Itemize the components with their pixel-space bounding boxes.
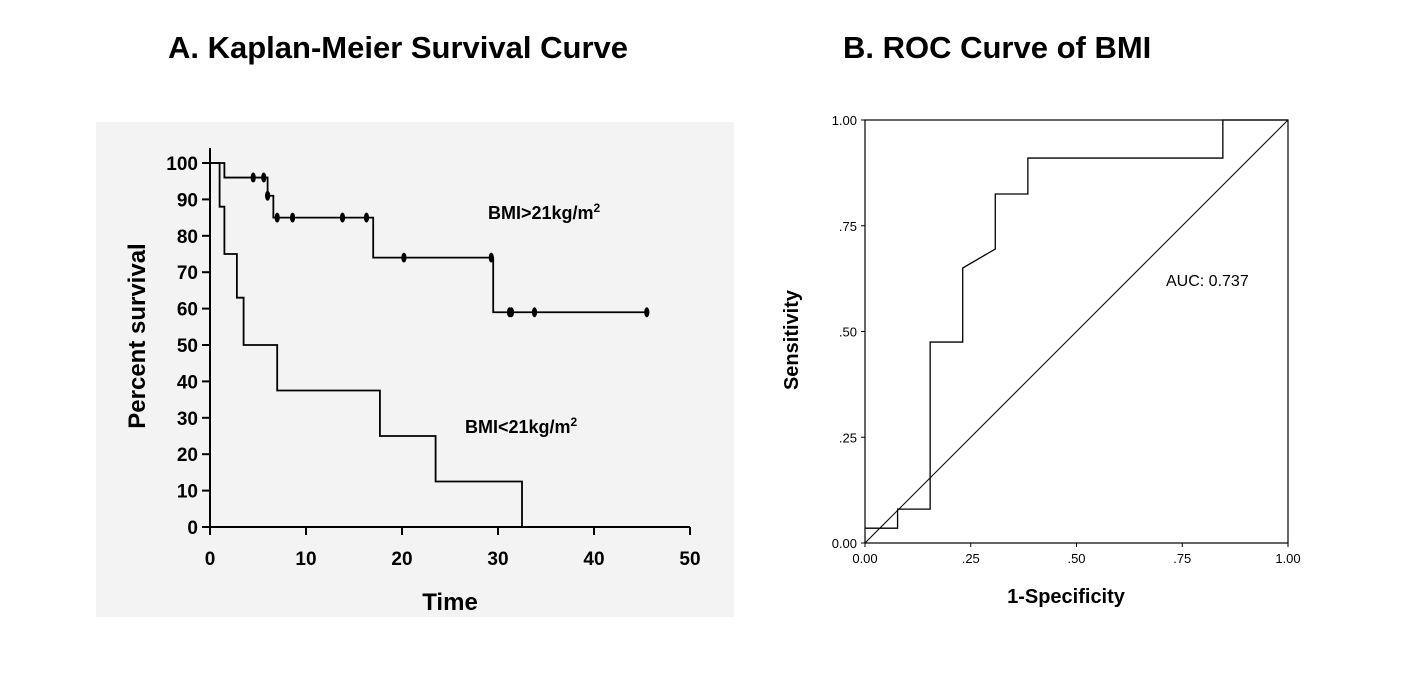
km-y-tick-label: 60 (177, 300, 198, 321)
roc-x-tick-label: .25 (962, 551, 980, 566)
km-y-tick-label: 80 (177, 227, 198, 248)
km-series-label-bmi-low: BMI<21kg/m2 (465, 415, 578, 437)
roc-x-tick-label: 1.00 (1275, 551, 1300, 566)
roc-y-tick-label: 0.00 (832, 536, 857, 551)
km-y-tick-label: 100 (166, 154, 198, 175)
km-censor-mark (401, 252, 407, 263)
roc-y-axis-title: Sensitivity (781, 289, 803, 390)
roc-chart: 0.00 .25 .50 .75 1.00 0.00 .25 .50 .75 1.00 1-Spec… (781, 113, 1301, 608)
km-censor-mark (339, 212, 346, 223)
km-y-tick-label: 90 (177, 190, 198, 211)
km-series-label-superscript: 2 (594, 201, 601, 215)
km-series-label-superscript: 2 (571, 415, 578, 429)
km-x-tick-label: 0 (205, 549, 216, 570)
km-x-tick-label: 20 (391, 549, 412, 570)
km-chart-title: A. Kaplan-Meier Survival Curve (168, 30, 628, 65)
roc-y-tick-label: 1.00 (832, 113, 857, 128)
roc-x-tick-label: 0.00 (852, 551, 877, 566)
km-chart: 0 10 20 30 40 50 60 70 80 90 100 0 10 20 30 40 50 Time Per… (124, 148, 701, 616)
km-x-tick-label: 30 (487, 549, 508, 570)
km-censor-mark (250, 172, 256, 183)
km-y-tick-label: 40 (177, 372, 198, 393)
km-series-bmi-high-line (210, 162, 647, 314)
km-y-tick-label: 10 (177, 482, 198, 503)
km-censor-mark (508, 307, 515, 318)
roc-auc-annotation: AUC: 0.737 (1166, 273, 1249, 290)
km-censor-mark (531, 307, 538, 318)
roc-x-tick-label: .50 (1067, 551, 1085, 566)
km-censor-mark (274, 212, 280, 223)
roc-chart-title: B. ROC Curve of BMI (843, 30, 1152, 65)
km-censor-mark (644, 307, 650, 318)
km-censor-mark (289, 212, 296, 223)
roc-y-tick-label: .50 (839, 325, 857, 340)
km-y-axis-title: Percent survival (124, 243, 151, 428)
km-y-tick-label: 20 (177, 445, 198, 466)
km-y-tick-label: 70 (177, 263, 198, 284)
km-y-tick-label: 30 (177, 409, 198, 430)
km-x-tick-label: 10 (295, 549, 316, 570)
roc-x-tick-label: .75 (1173, 551, 1191, 566)
km-series-label-bmi-high: BMI>21kg/m2 (488, 201, 601, 223)
roc-y-tick-label: .25 (839, 430, 857, 445)
km-censor-mark (261, 172, 267, 183)
km-x-axis-title: Time (422, 589, 478, 616)
km-series-bmi-low-line (210, 162, 523, 527)
roc-reference-diagonal (864, 119, 1289, 544)
km-censor-mark (265, 190, 271, 201)
roc-y-tick-label: .75 (839, 219, 857, 234)
km-plot-background (96, 122, 734, 617)
km-y-tick-label: 50 (177, 336, 198, 357)
km-x-tick-label: 50 (679, 549, 700, 570)
roc-x-axis-title: 1-Specificity (1007, 586, 1126, 608)
km-x-tick-label: 40 (583, 549, 604, 570)
km-censor-mark (488, 252, 494, 263)
km-y-tick-label: 0 (187, 518, 198, 539)
km-censor-mark (363, 212, 370, 223)
roc-curve-line (865, 119, 1288, 529)
